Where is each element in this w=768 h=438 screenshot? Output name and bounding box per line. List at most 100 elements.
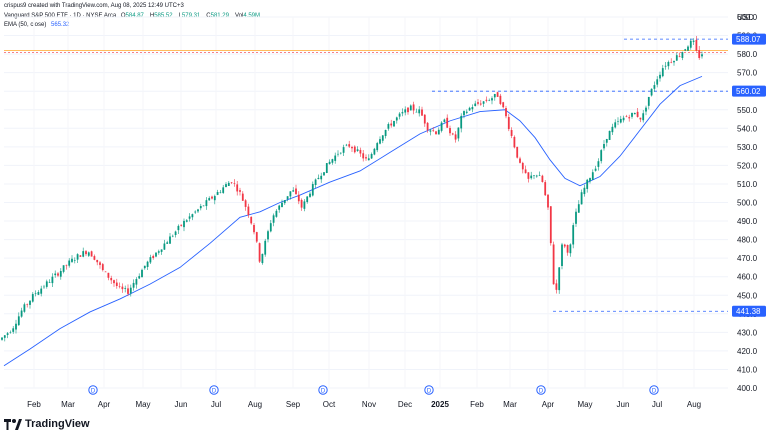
candle-body bbox=[253, 225, 255, 233]
candle-up bbox=[314, 178, 317, 188]
candle-body bbox=[118, 286, 121, 287]
candle-down bbox=[90, 250, 93, 257]
candle-down bbox=[454, 131, 457, 143]
candle-up bbox=[345, 143, 348, 147]
dividend-marker-letter: D bbox=[91, 389, 96, 395]
candle-body bbox=[446, 117, 449, 128]
candle-body bbox=[390, 123, 393, 126]
candle-up bbox=[82, 247, 85, 258]
candle-up bbox=[169, 233, 171, 244]
candle-body bbox=[146, 261, 149, 267]
candle-up bbox=[73, 257, 76, 264]
candle-body bbox=[409, 105, 412, 111]
candle-down bbox=[101, 263, 104, 272]
ohlc-l-value: 579.31 bbox=[181, 13, 201, 19]
candle-body bbox=[3, 335, 6, 338]
y-tick-label: 450.0 bbox=[737, 291, 758, 300]
candle-body bbox=[692, 40, 695, 42]
x-tick-label: Nov bbox=[362, 400, 376, 409]
x-tick-label: Mar bbox=[503, 400, 517, 409]
candle-up bbox=[163, 239, 166, 251]
candle-body bbox=[129, 287, 132, 294]
ohlc-vol-value: 4.59M bbox=[243, 13, 261, 19]
candle-up bbox=[331, 158, 334, 165]
dividend-marker-letter: D bbox=[321, 389, 326, 395]
candle-body bbox=[636, 111, 639, 117]
candle-body bbox=[59, 270, 62, 277]
candle-up bbox=[197, 208, 199, 213]
candle-body bbox=[561, 244, 563, 267]
candle-up bbox=[488, 98, 491, 102]
candle-body bbox=[631, 112, 633, 117]
candle-body bbox=[675, 55, 678, 61]
candle-up bbox=[653, 81, 656, 92]
candle-up bbox=[370, 152, 373, 160]
candle-body bbox=[6, 333, 9, 335]
candle-up bbox=[281, 199, 283, 208]
candle-body bbox=[429, 130, 432, 132]
candle-body bbox=[463, 111, 465, 116]
candle-body bbox=[353, 146, 356, 153]
candle-body bbox=[17, 316, 20, 326]
candle-down bbox=[127, 284, 129, 297]
candle-body bbox=[619, 118, 622, 123]
candle-up bbox=[216, 189, 219, 196]
candle-up bbox=[538, 171, 541, 177]
candle-body bbox=[283, 200, 286, 204]
dividend-marker-circle bbox=[209, 385, 219, 395]
candle-down bbox=[555, 279, 558, 294]
candle-down bbox=[93, 254, 96, 261]
candle-up bbox=[185, 219, 188, 223]
candle-body bbox=[79, 255, 82, 257]
candle-down bbox=[407, 107, 409, 115]
candle-down bbox=[85, 249, 87, 257]
candle-up bbox=[51, 273, 54, 288]
symbol-name: Vanguard S&P 500 ETF · 1D · NYSE Arca bbox=[4, 13, 117, 19]
candle-up bbox=[183, 218, 185, 232]
dividend-marker-letter: D bbox=[212, 389, 217, 395]
candle-down bbox=[365, 154, 367, 161]
candle-up bbox=[384, 129, 387, 139]
candle-body bbox=[667, 61, 670, 67]
candle-body bbox=[457, 127, 460, 139]
candle-body bbox=[12, 328, 15, 332]
candle-body bbox=[247, 206, 250, 216]
x-tick-label: Aug bbox=[248, 400, 262, 409]
ohlc-o-value: 584.87 bbox=[125, 13, 144, 19]
y-tick-label: 570.0 bbox=[737, 69, 758, 78]
candle-down bbox=[449, 125, 451, 136]
candle-body bbox=[351, 146, 353, 149]
candle-down bbox=[521, 161, 524, 174]
ohlc-h: H585.52 bbox=[149, 13, 173, 19]
candle-body bbox=[687, 46, 689, 51]
candle-down bbox=[239, 187, 241, 196]
candle-up bbox=[269, 219, 272, 233]
candle-up bbox=[482, 100, 485, 107]
candle-body bbox=[82, 251, 85, 257]
candle-up bbox=[664, 61, 667, 70]
candle-up bbox=[225, 182, 227, 188]
candle-up bbox=[558, 266, 561, 294]
candle-body bbox=[681, 52, 684, 58]
candle-body bbox=[331, 159, 334, 163]
candle-body bbox=[269, 223, 272, 232]
candle-body bbox=[449, 127, 451, 134]
candle-up bbox=[622, 115, 625, 123]
candle-body bbox=[303, 201, 306, 209]
candle-body bbox=[306, 196, 309, 202]
x-tick-label: Jul bbox=[211, 400, 221, 409]
candle-body bbox=[488, 100, 491, 101]
candle-body bbox=[577, 204, 580, 213]
candle-up bbox=[633, 112, 636, 115]
candle-down bbox=[485, 96, 488, 103]
candle-body bbox=[9, 332, 12, 334]
candle-body bbox=[96, 259, 99, 263]
candle-body bbox=[87, 252, 90, 256]
candle-body bbox=[437, 129, 440, 135]
candle-up bbox=[569, 243, 572, 257]
candle-body bbox=[670, 61, 673, 63]
candle-down bbox=[426, 122, 429, 133]
y-tick-label: 540.0 bbox=[737, 124, 758, 133]
candle-up bbox=[264, 238, 267, 257]
